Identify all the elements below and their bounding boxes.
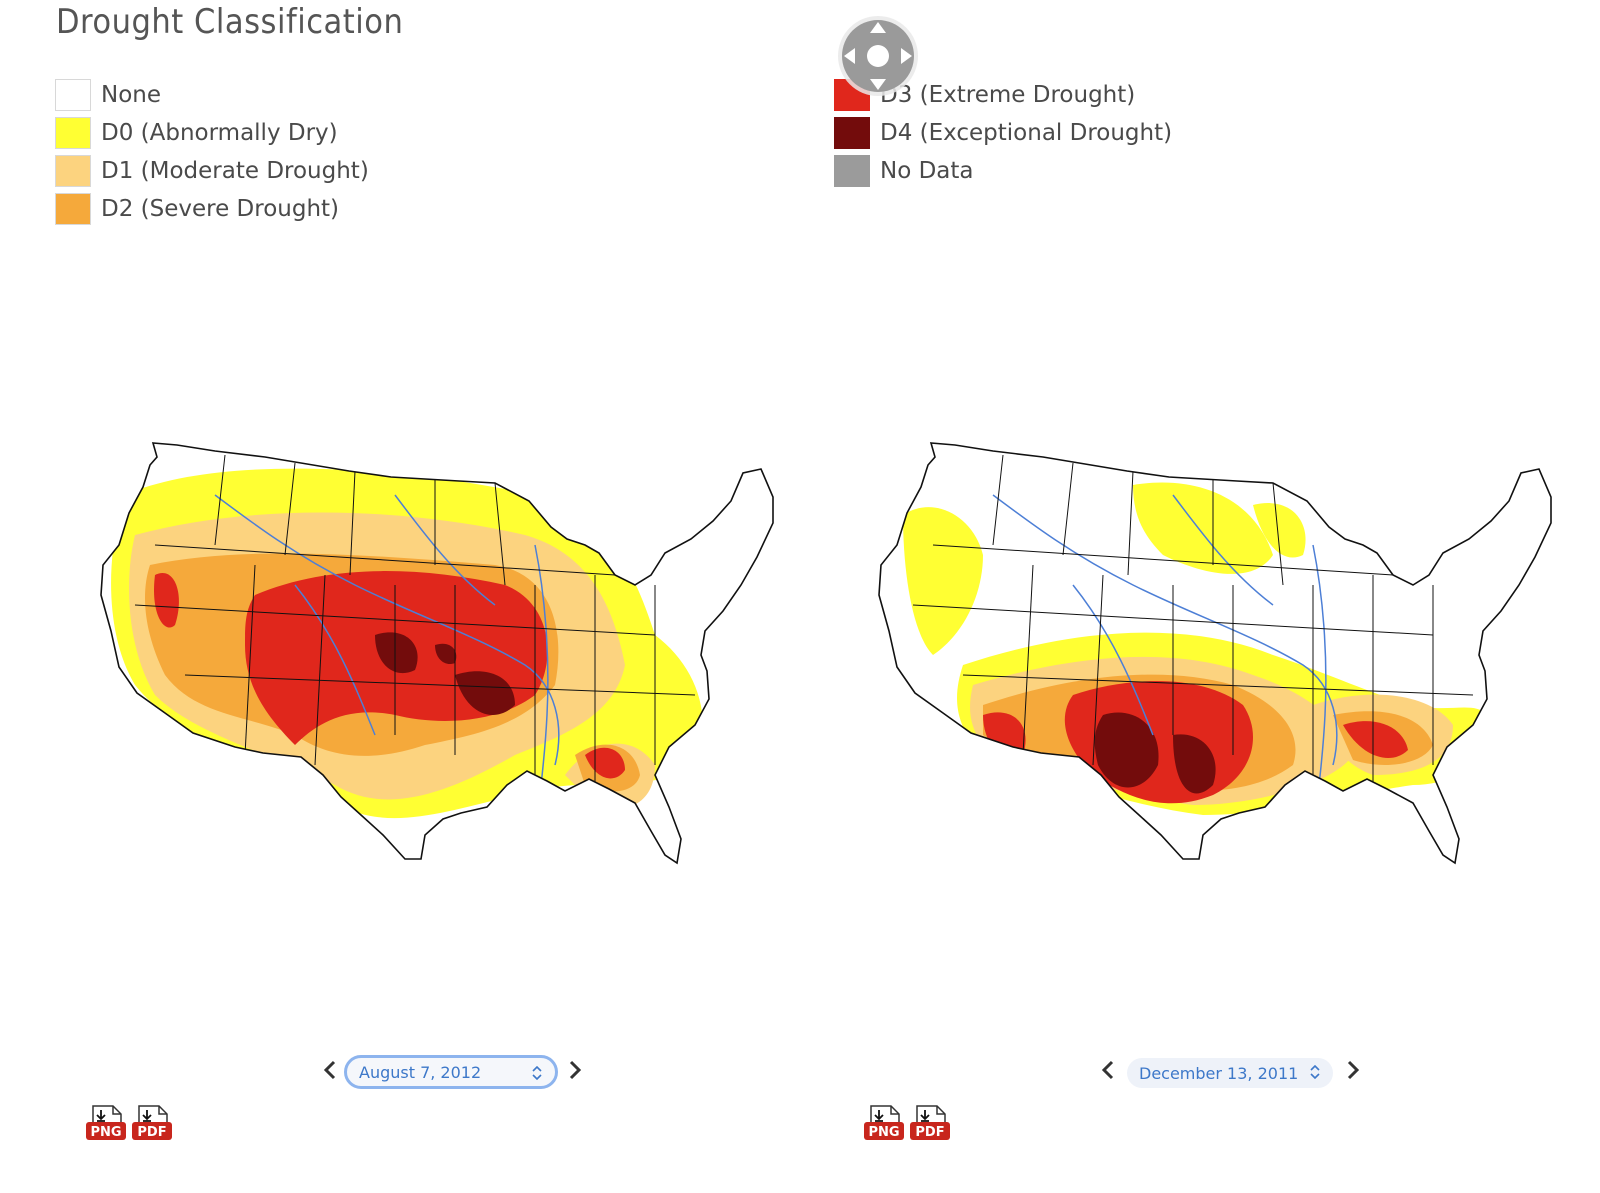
us-outline (100, 442, 774, 865)
drought-area-d4 (435, 643, 457, 665)
drought-area-d4 (455, 671, 515, 715)
legend-item-d4: D4 (Exceptional Drought) (834, 116, 1172, 150)
png-download-icon[interactable]: PNG (85, 1104, 127, 1144)
pdf-label: PDF (137, 1125, 166, 1140)
river-line (1072, 584, 1154, 736)
pdf-label: PDF (915, 1125, 944, 1140)
drought-map-august-2012 (95, 435, 785, 875)
drought-area-d4 (375, 632, 418, 674)
previous-date-arrow-icon[interactable] (1098, 1058, 1118, 1084)
state-border (244, 564, 256, 756)
legend-swatch (55, 79, 91, 111)
drought-area-d0 (1133, 482, 1273, 574)
state-border (932, 544, 1394, 576)
legend-label: D4 (Exceptional Drought) (880, 120, 1173, 146)
river-line (394, 494, 496, 606)
state-border (1022, 564, 1034, 756)
us-outline (878, 442, 1552, 865)
pdf-download-icon[interactable]: PDF (909, 1104, 951, 1144)
legend-item-d0: D0 (Abnormally Dry) (55, 116, 338, 150)
river-line (1172, 494, 1274, 606)
date-select-value: August 7, 2012 (359, 1062, 482, 1082)
drought-area-d3 (154, 573, 179, 628)
date-select-left[interactable]: August 7, 2012 (344, 1055, 558, 1089)
drought-area-d4 (1173, 734, 1216, 794)
drought-map-december-2011 (873, 435, 1563, 875)
river-line (214, 494, 560, 766)
legend-label: D1 (Moderate Drought) (101, 158, 369, 184)
drought-area-d3 (1064, 681, 1253, 804)
date-select-right[interactable]: December 13, 2011 (1127, 1058, 1333, 1088)
state-border (154, 544, 616, 576)
river-line (992, 494, 1338, 766)
legend-label: No Data (880, 158, 974, 184)
state-border (214, 454, 226, 546)
river-line (294, 584, 376, 736)
legend-item-none: None (55, 78, 161, 112)
legend-label: D3 (Extreme Drought) (880, 82, 1136, 108)
state-border (284, 462, 296, 556)
legend-label: D2 (Severe Drought) (101, 196, 340, 222)
legend-swatch (55, 193, 91, 225)
legend-swatch (55, 117, 91, 149)
png-label: PNG (90, 1125, 121, 1140)
legend-item-no-data: No Data (834, 154, 974, 188)
previous-date-arrow-icon[interactable] (320, 1058, 340, 1084)
state-border (1092, 574, 1104, 766)
drought-area-d4 (1094, 712, 1159, 788)
drought-area-d0 (1253, 503, 1306, 558)
next-date-arrow-icon[interactable] (1343, 1058, 1363, 1084)
state-border (1062, 462, 1074, 556)
state-border (314, 574, 326, 766)
state-border (992, 454, 1004, 546)
next-date-arrow-icon[interactable] (565, 1058, 585, 1084)
date-select-value: December 13, 2011 (1139, 1063, 1299, 1083)
legend-label: None (101, 82, 162, 108)
legend-item-d2: D2 (Severe Drought) (55, 192, 339, 226)
legend-swatch (55, 155, 91, 187)
pan-icon[interactable] (836, 14, 920, 98)
legend-item-d1: D1 (Moderate Drought) (55, 154, 369, 188)
state-border (184, 674, 696, 696)
select-caret-icon (1310, 1065, 1320, 1079)
png-label: PNG (868, 1125, 899, 1140)
legend-swatch (834, 117, 870, 149)
page-title: Drought Classification (56, 2, 404, 42)
select-caret-icon (532, 1066, 542, 1080)
legend-swatch (834, 155, 870, 187)
png-download-icon[interactable]: PNG (863, 1104, 905, 1144)
pdf-download-icon[interactable]: PDF (131, 1104, 173, 1144)
state-border (962, 674, 1474, 696)
drought-area-d3 (1343, 721, 1408, 758)
legend-label: D0 (Abnormally Dry) (101, 120, 338, 146)
drought-area-d0 (903, 507, 983, 655)
pan-control[interactable] (836, 14, 920, 98)
